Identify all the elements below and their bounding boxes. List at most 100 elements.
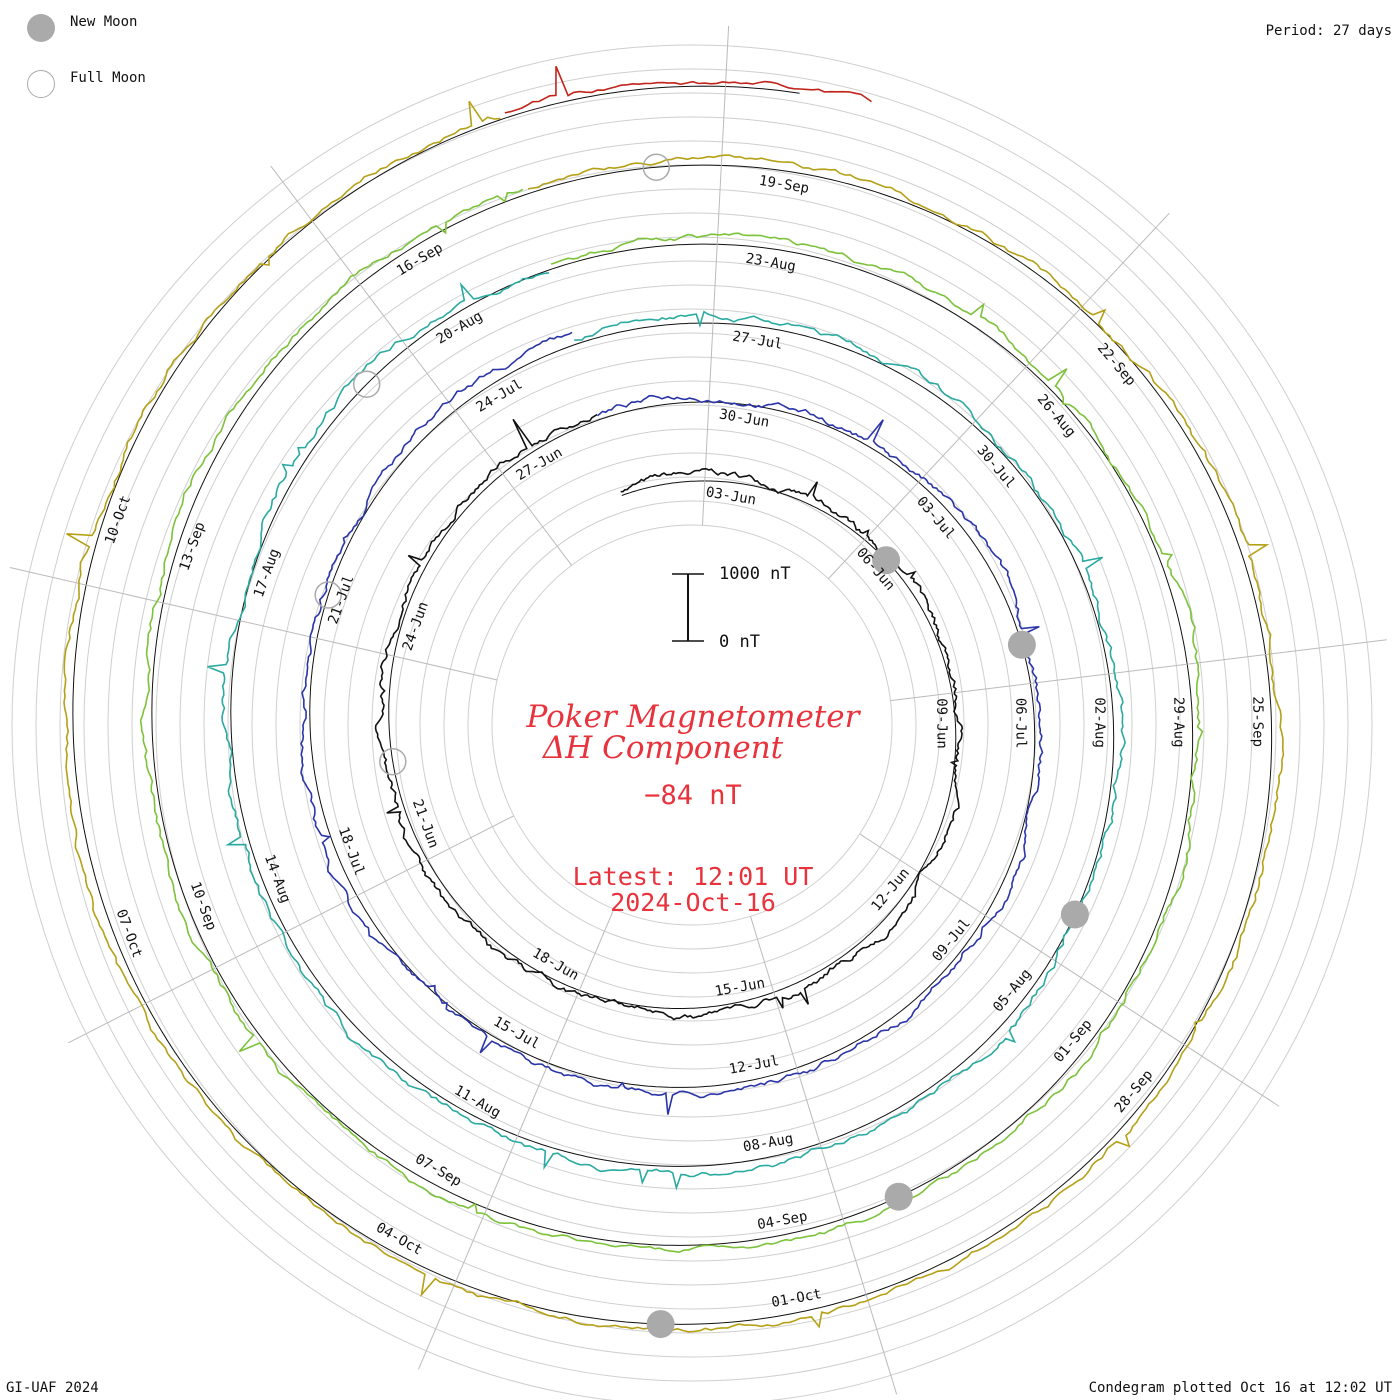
date-label: 15-Jun [714,975,767,1000]
grid-rings [11,44,1373,1400]
grid-ring [83,116,1301,1334]
date-label: 01-Sep [1051,1017,1096,1066]
trace-series-3 [207,272,1126,1191]
grid-spoke [9,567,498,681]
current-value: −84 nT [644,780,742,811]
grid-ring [275,308,1109,1142]
grid-spoke [270,165,573,566]
date-label: 23-Aug [744,251,797,275]
chart-title-line1: Poker Magnetometer [526,699,862,735]
latest-date: 2024-Oct-16 [610,888,776,917]
grid-spokes [9,25,1387,1395]
grid-spoke [890,639,1387,702]
grid-ring [323,356,1061,1094]
new-moon-legend-icon [27,14,55,42]
full-moon-marker [314,581,342,609]
date-label: 21-Jul [325,573,357,626]
grid-ring [155,188,1229,1262]
date-label: 30-Jul [973,443,1018,492]
date-label: 09-Jun [933,698,949,749]
date-label: 14-Aug [261,852,294,905]
date-label: 01-Oct [770,1286,823,1311]
new-moon-legend-label: New Moon [70,14,138,30]
scale-bar: 1000 nT 0 nT [672,564,791,652]
grid-ring [251,284,1133,1166]
footer-credit: GI-UAF 2024 [6,1380,99,1396]
date-label: 25-Sep [1249,696,1265,747]
full-moon-marker [642,153,671,181]
new-moon-marker [872,546,901,575]
trace-series-6 [504,65,872,114]
grid-spoke [859,833,1280,1107]
full-moon-marker [379,747,407,776]
chart-title-line2: ΔH Component [542,730,784,766]
grid-ring [491,524,893,926]
grid-ring [395,428,989,1022]
grid-ring [179,212,1205,1238]
trace-series-4 [139,188,1204,1254]
trace-series-1 [374,413,964,1021]
full-moon-marker [352,370,381,398]
new-moon-marker [884,1182,913,1211]
grid-spoke [828,212,1170,580]
date-label: 08-Aug [742,1131,795,1156]
date-label: 02-Aug [1091,697,1107,748]
grid-ring [299,332,1085,1118]
grid-ring [203,236,1181,1214]
grid-spoke [749,916,898,1395]
date-label: 28-Sep [1112,1067,1157,1116]
trace-series-5 [63,100,1285,1333]
date-label: 26-Aug [1034,391,1079,440]
grid-ring [347,380,1037,1070]
grid-ring [227,260,1157,1190]
trace-series-2 [300,331,1044,1115]
period-label: Period: 27 days [1265,23,1392,39]
date-label: 18-Jun [530,945,582,984]
grid-ring [443,476,941,974]
date-label: 05-Aug [990,966,1035,1015]
data-traces [63,65,1285,1333]
moon-markers [314,153,1089,1339]
date-label: 11-Aug [451,1082,503,1121]
date-label: 09-Jul [929,916,974,965]
date-label: 15-Jul [490,1014,542,1053]
date-label: 04-Oct [373,1220,425,1259]
grid-spoke [418,908,615,1370]
date-label: 07-Sep [412,1151,464,1190]
full-moon-legend-icon [27,70,55,98]
date-label: 17-Aug [251,547,283,600]
date-label: 24-Jul [474,376,526,415]
grid-ring [35,68,1349,1382]
date-label: 04-Sep [756,1208,809,1233]
date-label: 20-Aug [434,308,486,347]
footer-plot-time: Condegram plotted Oct 16 at 12:02 UT [1088,1380,1392,1396]
date-label: 06-Jul [1012,698,1028,749]
scale-bottom-label: 0 nT [719,632,760,652]
new-moon-marker [1060,900,1089,929]
date-label: 29-Aug [1170,697,1186,748]
latest-time: Latest: 12:01 UT [573,862,814,891]
date-label: 30-Jun [718,406,771,430]
grid-ring [107,140,1277,1310]
date-label: 10-Sep [187,880,220,933]
new-moon-marker [646,1310,675,1339]
grid-ring [371,404,1013,1046]
date-label: 21-Jun [409,797,442,850]
grid-ring [59,92,1325,1358]
date-label: 27-Jul [731,329,784,353]
date-label: 12-Jul [728,1053,781,1078]
grid-spoke [701,25,730,526]
grid-ring [419,452,965,998]
full-moon-legend-label: Full Moon [70,70,146,86]
date-label: 22-Sep [1094,340,1139,389]
baseline-spiral [72,85,1273,1325]
grid-ring [467,500,917,950]
grid-ring [11,44,1373,1400]
new-moon-marker [1007,630,1036,659]
date-label: 18-Jul [335,825,368,878]
date-label: 13-Sep [177,520,209,573]
date-label: 24-Jun [400,600,432,653]
scale-top-label: 1000 nT [719,564,791,584]
